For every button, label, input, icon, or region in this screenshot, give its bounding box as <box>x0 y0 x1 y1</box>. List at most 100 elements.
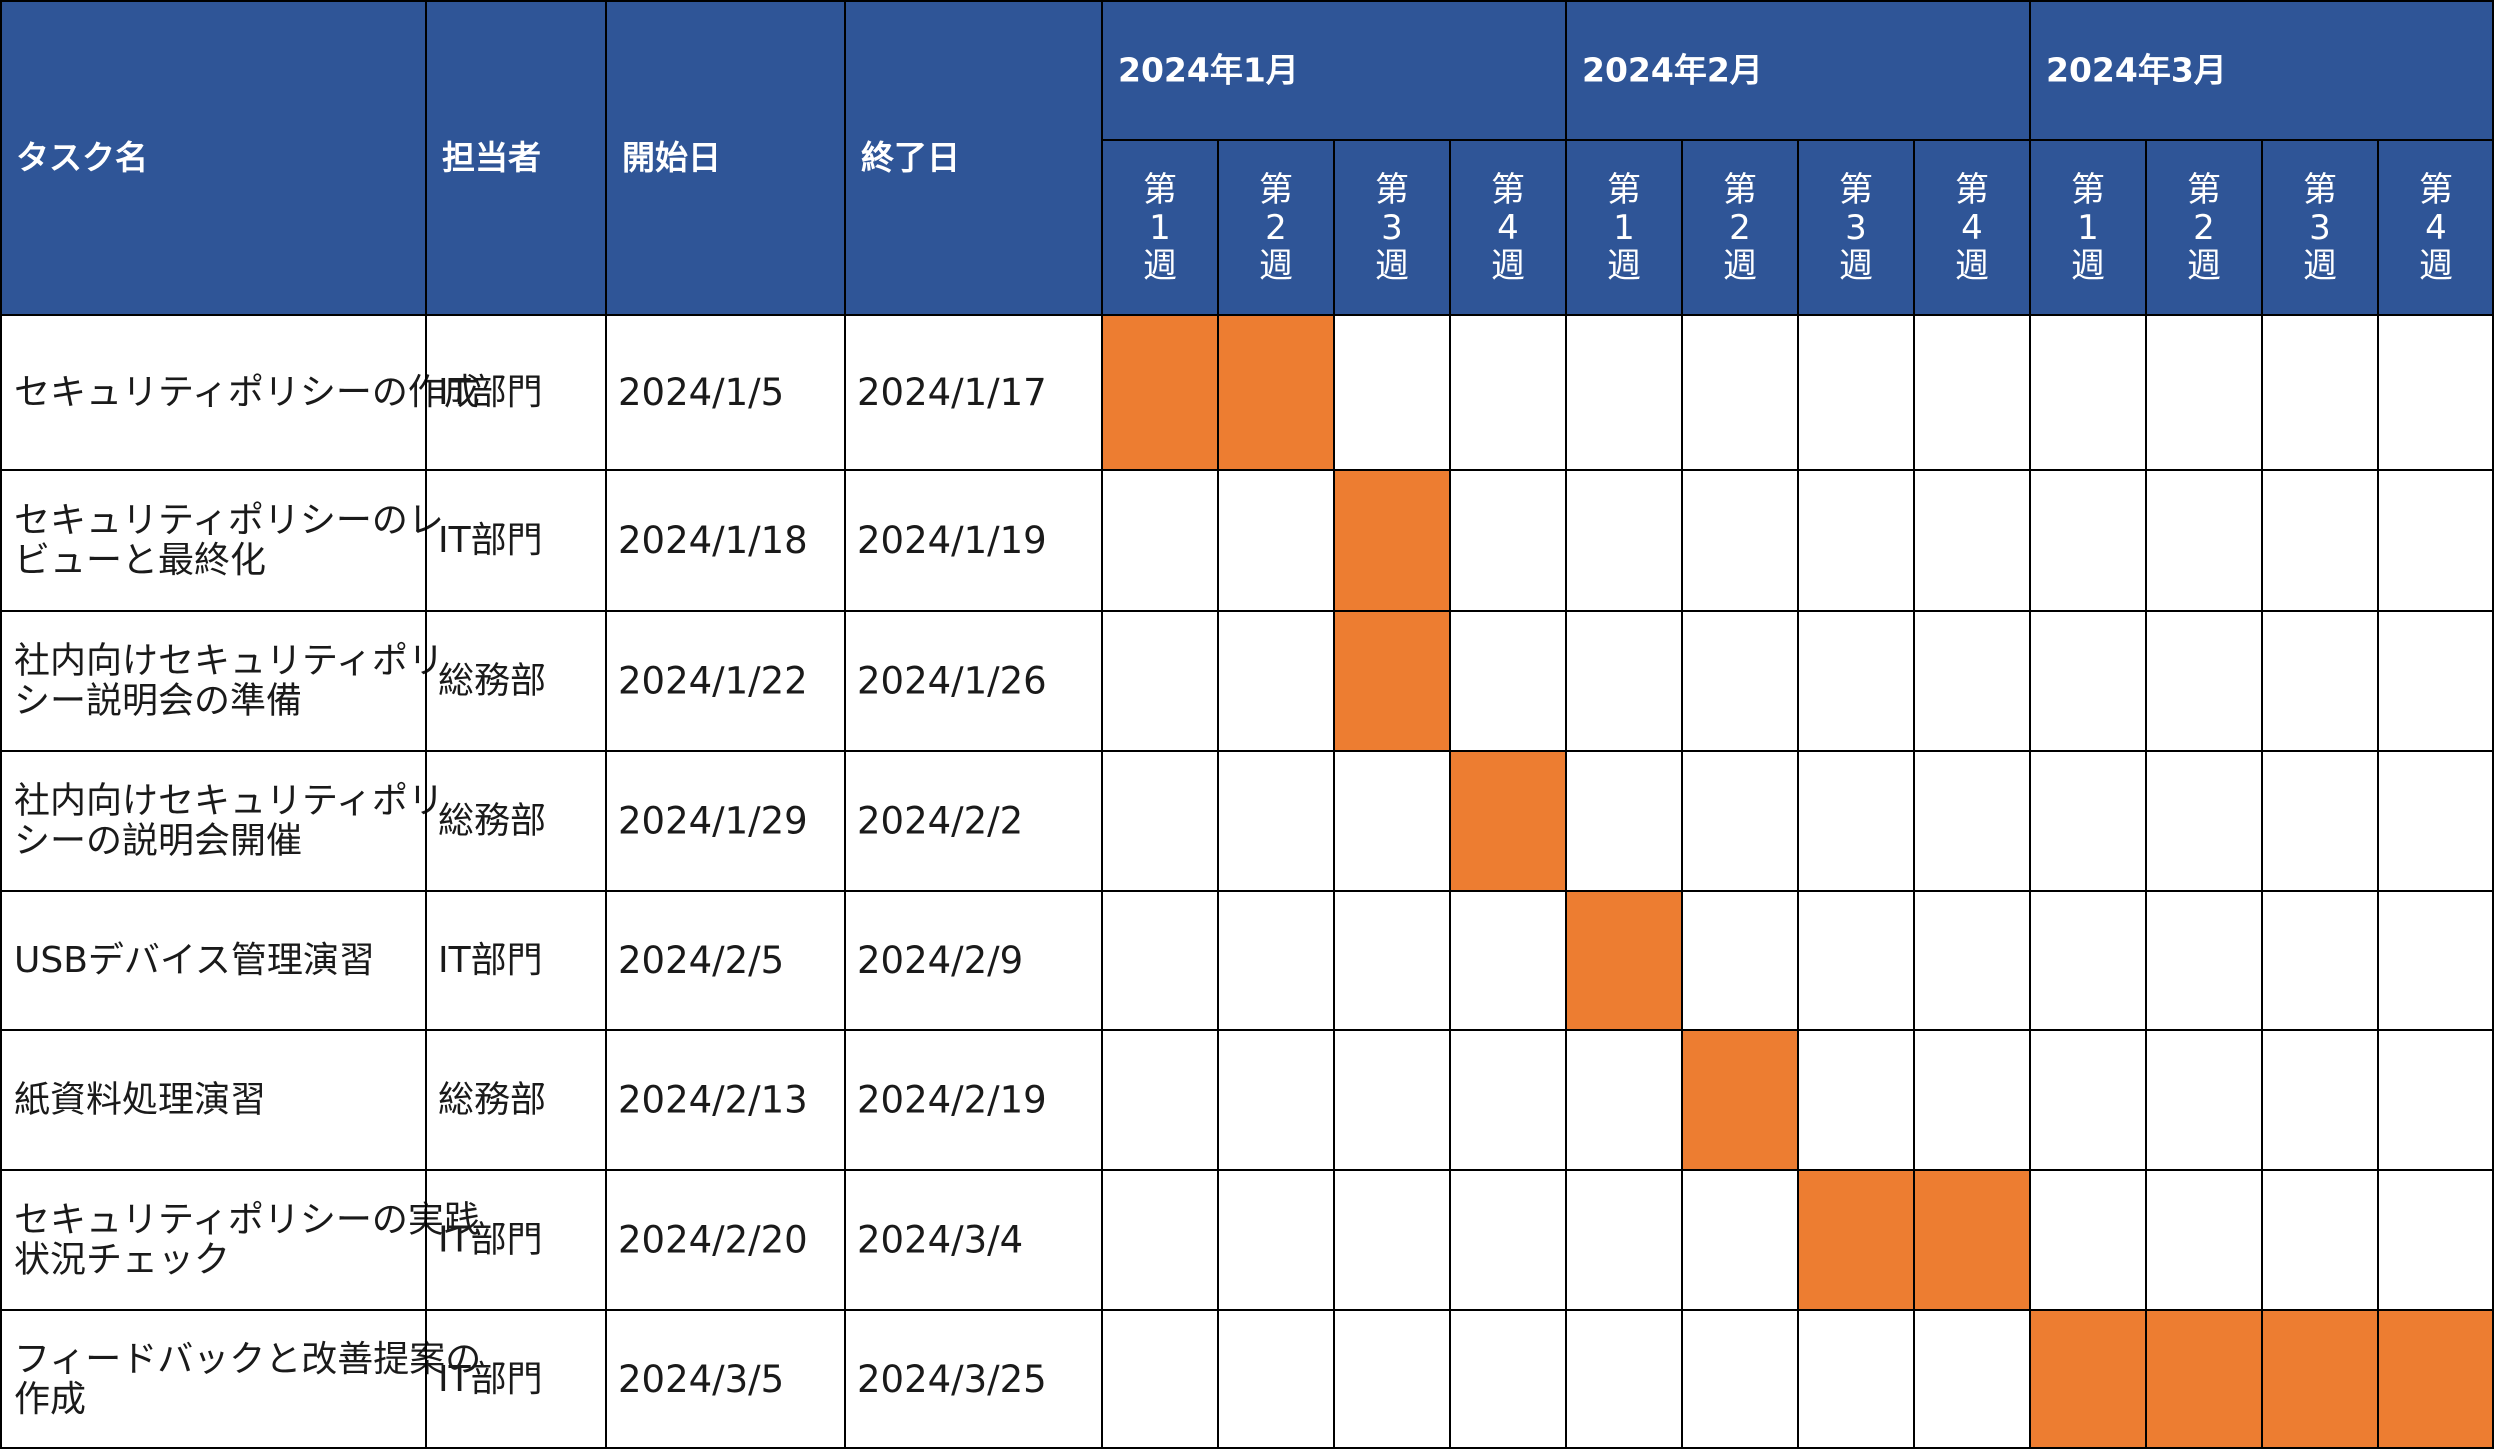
week-label-char: 週 <box>1839 246 1873 286</box>
task-name: セキュリティポリシーのレ <box>14 500 444 541</box>
task-name: 社内向けセキュリティポリ <box>14 641 444 682</box>
week-label-char: 第 <box>2303 170 2337 210</box>
task-name: 社内向けセキュリティポリ <box>14 781 444 822</box>
week-header: 第4週 <box>2419 170 2453 286</box>
end-date: 2024/2/2 <box>857 800 1023 843</box>
end-date: 2024/2/9 <box>857 939 1023 982</box>
week-number: 4 <box>2425 208 2447 248</box>
week-number: 3 <box>1845 208 1867 248</box>
gantt-bar <box>1566 891 1682 1030</box>
week-header: 第4週 <box>1491 170 1525 286</box>
gantt-bar <box>1450 751 1566 891</box>
week-label-char: 週 <box>2419 246 2453 286</box>
task-name: シー説明会の準備 <box>14 681 302 722</box>
start-date: 2024/1/5 <box>618 371 784 414</box>
month-header: 2024年2月 <box>1582 51 1763 90</box>
task-name: フィードバックと改善提案の <box>14 1339 481 1380</box>
task-owner: IT部門 <box>438 520 543 561</box>
week-label-char: 週 <box>1375 246 1409 286</box>
task-owner: IT部門 <box>438 940 543 981</box>
gantt-bar <box>1682 1030 1798 1170</box>
week-label-char: 週 <box>1143 246 1177 286</box>
start-date: 2024/1/29 <box>618 800 808 843</box>
end-date: 2024/1/26 <box>857 660 1047 703</box>
start-date: 2024/3/5 <box>618 1358 784 1401</box>
week-label-char: 第 <box>1607 170 1641 210</box>
week-label-char: 第 <box>1955 170 1989 210</box>
week-label-char: 週 <box>1955 246 1989 286</box>
start-date: 2024/1/18 <box>618 519 808 562</box>
start-column-header: 開始日 <box>622 138 721 177</box>
week-number: 4 <box>1497 208 1519 248</box>
start-date: 2024/2/5 <box>618 939 784 982</box>
week-number: 1 <box>2077 208 2099 248</box>
week-number: 2 <box>1265 208 1287 248</box>
week-number: 2 <box>2193 208 2215 248</box>
end-column-header: 終了日 <box>861 138 960 177</box>
task-owner: 総務部 <box>438 661 546 702</box>
gantt-bar <box>2030 1310 2146 1449</box>
week-label-char: 第 <box>2187 170 2221 210</box>
end-date: 2024/1/17 <box>857 371 1047 414</box>
week-number: 2 <box>1729 208 1751 248</box>
task-name: 状況チェック <box>14 1240 230 1281</box>
week-header: 第1週 <box>1607 170 1641 286</box>
week-number: 3 <box>2309 208 2331 248</box>
task-name: 作成 <box>14 1379 86 1420</box>
start-date: 2024/1/22 <box>618 660 808 703</box>
task-owner: IT部門 <box>438 372 543 413</box>
week-header: 第3週 <box>2303 170 2337 286</box>
owner-column-header: 担当者 <box>442 138 541 177</box>
week-header: 第3週 <box>1839 170 1873 286</box>
task-name: USBデバイス管理演習 <box>14 940 375 981</box>
week-header: 第1週 <box>2071 170 2105 286</box>
week-header: 第4週 <box>1955 170 1989 286</box>
task-owner: 総務部 <box>438 801 546 842</box>
task-name: セキュリティポリシーの実践 <box>14 1200 480 1241</box>
week-header: 第2週 <box>1723 170 1757 286</box>
week-label-char: 第 <box>1491 170 1525 210</box>
gantt-bar <box>1334 611 1450 751</box>
gantt-bar <box>2378 1310 2494 1449</box>
week-label-char: 週 <box>2303 246 2337 286</box>
gantt-bar <box>1218 315 1334 470</box>
end-date: 2024/3/4 <box>857 1219 1023 1262</box>
task-owner: IT部門 <box>438 1359 543 1400</box>
task-name: セキュリティポリシーの作成 <box>14 372 480 413</box>
week-label-char: 第 <box>2419 170 2453 210</box>
week-label-char: 週 <box>1259 246 1293 286</box>
header-background <box>0 0 2494 315</box>
task-owner: IT部門 <box>438 1220 543 1261</box>
end-date: 2024/1/19 <box>857 519 1047 562</box>
week-number: 4 <box>1961 208 1983 248</box>
start-date: 2024/2/13 <box>618 1079 808 1122</box>
week-label-char: 第 <box>1375 170 1409 210</box>
task-owner: 総務部 <box>438 1080 546 1121</box>
week-label-char: 週 <box>1491 246 1525 286</box>
gantt-bar <box>1334 470 1450 611</box>
week-number: 3 <box>1381 208 1403 248</box>
week-label-char: 第 <box>1259 170 1293 210</box>
end-date: 2024/3/25 <box>857 1358 1047 1401</box>
week-number: 1 <box>1149 208 1171 248</box>
week-label-char: 第 <box>2071 170 2105 210</box>
week-label-char: 週 <box>1723 246 1757 286</box>
task-name: シーの説明会開催 <box>14 821 302 862</box>
gantt-bar <box>1102 315 1218 470</box>
week-header: 第1週 <box>1143 170 1177 286</box>
week-label-char: 週 <box>2187 246 2221 286</box>
week-header: 第3週 <box>1375 170 1409 286</box>
end-date: 2024/2/19 <box>857 1079 1047 1122</box>
month-header: 2024年1月 <box>1118 51 1299 90</box>
gantt-bar <box>1798 1170 1914 1310</box>
week-label-char: 第 <box>1143 170 1177 210</box>
task-name: ビューと最終化 <box>14 540 266 581</box>
gantt-bar <box>2146 1310 2262 1449</box>
month-header: 2024年3月 <box>2046 51 2227 90</box>
start-date: 2024/2/20 <box>618 1219 808 1262</box>
week-header: 第2週 <box>2187 170 2221 286</box>
gantt-bar <box>2262 1310 2378 1449</box>
gantt-bar <box>1914 1170 2030 1310</box>
